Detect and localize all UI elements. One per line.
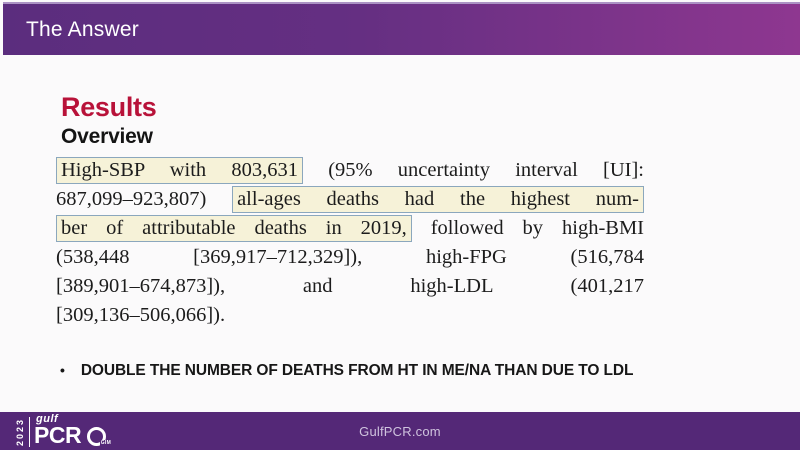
- key-point-text: DOUBLE THE NUMBER OF DEATHS FROM HT IN M…: [80, 362, 634, 379]
- excerpt-line: [389,901–674,873]), and high-LDL (401,21…: [56, 272, 644, 301]
- logo-gulf-text: gulf: [36, 413, 59, 425]
- slide-header: The Answer: [3, 2, 800, 55]
- logo-wordmark: gulf PCR: [34, 413, 82, 448]
- excerpt-text: (95% uncertainty interval [UI]:: [303, 159, 644, 181]
- results-heading: Results: [61, 92, 157, 122]
- paper-excerpt: High-SBP with 803,631 (95% uncertainty i…: [56, 156, 645, 330]
- key-point-row: • DOUBLE THE NUMBER OF DEATHS FROM HT IN…: [60, 361, 760, 380]
- excerpt-text: followed by high-BMI: [411, 217, 644, 239]
- excerpt-line: 687,099–923,807) all-ages deaths had the…: [56, 185, 645, 214]
- logo-gim-text: GIM: [99, 440, 112, 446]
- slide-title: The Answer: [26, 17, 139, 41]
- excerpt-text: [389,901–674,873]), and high-LDL (401,21…: [56, 275, 644, 297]
- highlighted-text: High-SBP with 803,631: [56, 157, 303, 184]
- excerpt-line: [309,136–506,066]).: [56, 301, 644, 330]
- excerpt-text: (538,448 [369,917–712,329]), high-FPG (5…: [56, 246, 644, 268]
- logo-year-text: 2023: [15, 417, 25, 446]
- bullet-icon: •: [60, 362, 65, 378]
- highlighted-text: ber of attributable deaths in 2019,: [56, 215, 412, 242]
- gulfpcr-logo: 2023 gulf PCR GIM: [15, 413, 112, 448]
- excerpt-text: [309,136–506,066]).: [56, 304, 226, 326]
- footer-website-text: GulfPCR.com: [359, 423, 441, 439]
- excerpt-text: 687,099–923,807): [56, 188, 233, 210]
- excerpt-line: (538,448 [369,917–712,329]), high-FPG (5…: [56, 243, 644, 272]
- logo-pcr-text: PCR: [34, 422, 82, 448]
- slide-footer: GulfPCR.com: [0, 412, 800, 450]
- logo-divider: [29, 417, 30, 447]
- highlighted-text: all-ages deaths had the highest num-: [232, 186, 645, 213]
- excerpt-line: ber of attributable deaths in 2019, foll…: [56, 214, 644, 243]
- overview-heading: Overview: [61, 125, 153, 148]
- gim-ring-icon: GIM: [87, 427, 112, 446]
- excerpt-line: High-SBP with 803,631 (95% uncertainty i…: [56, 156, 644, 185]
